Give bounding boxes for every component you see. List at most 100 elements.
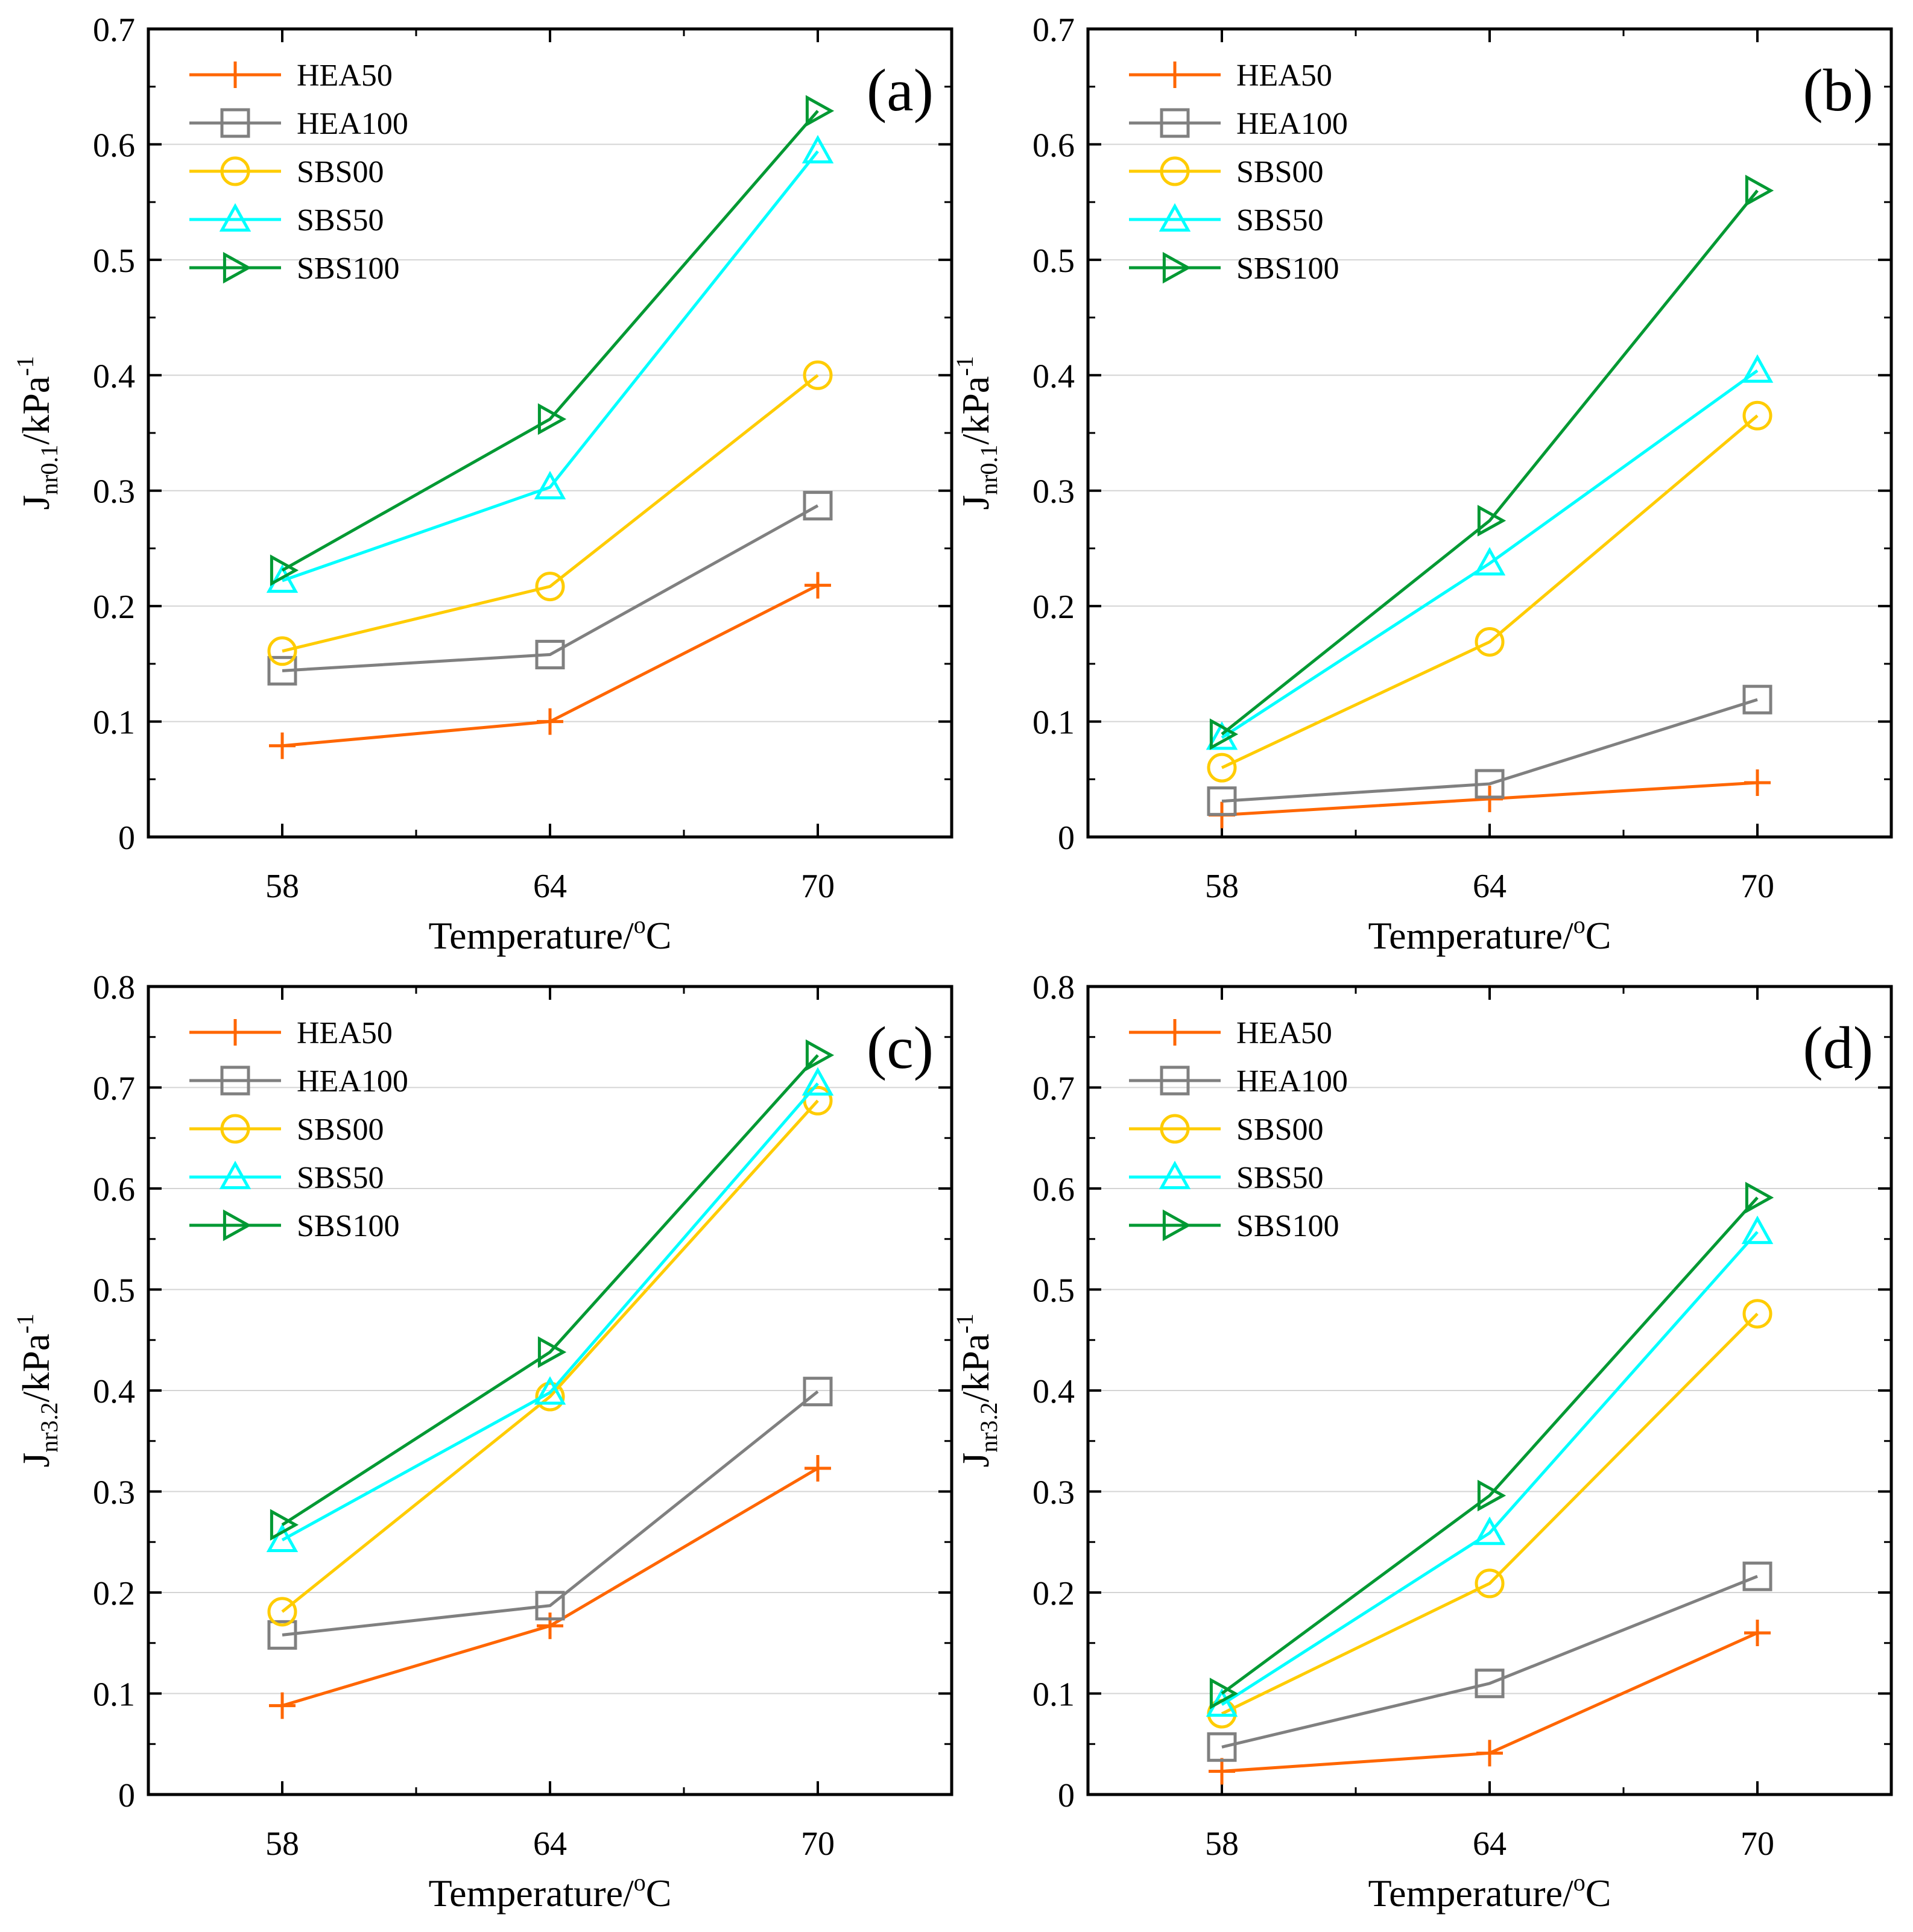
x-tick-label: 58 xyxy=(1205,1825,1239,1863)
y-axis-title: Jnr0.1/kPa-1 xyxy=(951,356,1002,510)
series-line-sbs50 xyxy=(1221,369,1759,739)
y-tick-label: 0.6 xyxy=(93,1171,135,1208)
legend-label-sbs50: SBS50 xyxy=(297,203,384,238)
legend-label-sbs50: SBS50 xyxy=(1236,203,1324,238)
y-tick-label: 0.1 xyxy=(1032,1676,1075,1714)
x-tick-label: 70 xyxy=(1741,1825,1774,1863)
data-point-hea50 xyxy=(1209,1758,1235,1785)
data-point-hea50 xyxy=(537,708,563,735)
plot-frame xyxy=(1086,27,1893,839)
data-point-sbs50 xyxy=(802,134,834,164)
data-point-hea100 xyxy=(1207,786,1237,816)
x-tick-label: 64 xyxy=(1473,1825,1507,1863)
data-point-hea100 xyxy=(803,491,833,521)
data-point-sbs100 xyxy=(1477,505,1507,537)
legend-label-sbs100: SBS100 xyxy=(297,251,400,286)
legend-label-hea100: HEA100 xyxy=(297,1064,408,1099)
x-tick-label: 58 xyxy=(265,868,299,905)
x-tick-label: 58 xyxy=(265,1825,299,1863)
y-tick-label: 0.2 xyxy=(1032,589,1075,626)
data-point-sbs100 xyxy=(1745,174,1774,207)
data-point-hea100 xyxy=(803,1377,833,1407)
data-point-sbs00 xyxy=(535,1381,565,1412)
data-point-hea50 xyxy=(1476,785,1503,812)
series-line-sbs00 xyxy=(1221,1312,1759,1716)
legend-marker-sbs00 xyxy=(1160,156,1190,186)
legend-marker-hea100 xyxy=(1160,1065,1190,1096)
y-tick-label: 0.3 xyxy=(93,473,135,511)
y-tick-label: 0.7 xyxy=(93,1070,135,1108)
x-axis-title: Temperature/oC xyxy=(1368,1869,1611,1915)
y-tick-label: 0.4 xyxy=(1032,1373,1075,1410)
legend-label-hea50: HEA50 xyxy=(1236,58,1332,93)
chart-panel-d: 0 0.1 0.2 0.3 0.4 0.5 0.6 0.7 0.8 58 64 70 Temperatu… xyxy=(951,969,1893,1915)
x-tick-label: 64 xyxy=(533,868,567,905)
series-line-sbs100 xyxy=(281,110,819,572)
legend-marker-sbs00 xyxy=(220,156,250,186)
legend-marker-sbs100 xyxy=(223,1209,252,1242)
data-point-sbs00 xyxy=(1475,627,1505,657)
y-axis-title: Jnr3.2/kPa-1 xyxy=(11,1313,63,1467)
y-tick-label: 0.7 xyxy=(1032,1070,1075,1108)
data-point-hea100 xyxy=(1742,1561,1772,1591)
data-point-sbs100 xyxy=(1209,718,1239,750)
x-tick-label: 58 xyxy=(1205,868,1239,905)
legend-marker-sbs100 xyxy=(223,251,252,284)
y-tick-label: 0.1 xyxy=(93,704,135,742)
data-point-hea50 xyxy=(805,572,831,599)
data-point-sbs00 xyxy=(803,360,833,390)
legend-marker-sbs100 xyxy=(1162,1209,1192,1242)
y-tick-label: 0.4 xyxy=(93,358,135,395)
y-axis-title: Jnr3.2/kPa-1 xyxy=(951,1313,1002,1467)
data-point-sbs100 xyxy=(270,1509,299,1541)
legend-label-sbs00: SBS00 xyxy=(297,155,384,189)
data-point-sbs50 xyxy=(266,564,299,593)
series-line-sbs00 xyxy=(1221,414,1759,769)
legend: HEA50 HEA100 SBS00 SBS50 SBS100 xyxy=(189,1016,408,1243)
data-point-sbs100 xyxy=(537,403,567,435)
legend-label-sbs00: SBS00 xyxy=(297,1113,384,1147)
legend: HEA50 HEA100 SBS00 SBS50 SBS100 xyxy=(189,58,408,286)
legend-marker-sbs00 xyxy=(220,1114,250,1144)
data-point-hea50 xyxy=(269,732,296,759)
data-point-hea100 xyxy=(267,1620,297,1650)
chart-panel-b: 0 0.1 0.2 0.3 0.4 0.5 0.6 0.7 58 64 70 Temperature/… xyxy=(951,11,1893,957)
y-tick-label: 0.5 xyxy=(93,242,135,280)
data-point-sbs100 xyxy=(537,1336,567,1368)
series-line-hea100 xyxy=(1221,698,1758,803)
legend-marker-sbs50 xyxy=(1159,1160,1191,1190)
series-line-hea100 xyxy=(282,1390,819,1637)
data-point-hea50 xyxy=(1744,769,1771,797)
y-tick-label: 0.6 xyxy=(1032,1171,1075,1208)
data-point-sbs100 xyxy=(805,1039,835,1072)
legend-marker-hea50 xyxy=(222,1019,248,1046)
chart-panel-c: 0 0.1 0.2 0.3 0.4 0.5 0.6 0.7 0.8 58 64 70 Temperatu… xyxy=(11,969,953,1915)
legend-marker-sbs50 xyxy=(219,1160,251,1190)
y-tick-label: 0.3 xyxy=(1032,473,1075,511)
x-axis-title: Temperature/oC xyxy=(429,911,672,957)
legend-label-hea50: HEA50 xyxy=(297,1016,393,1050)
y-tick-label: 0.2 xyxy=(1032,1575,1075,1612)
series-line-sbs100 xyxy=(1221,189,1759,736)
series-line-hea100 xyxy=(1221,1574,1758,1749)
data-point-sbs100 xyxy=(1209,1678,1239,1709)
legend-label-hea50: HEA50 xyxy=(1236,1016,1332,1050)
y-tick-label: 0.1 xyxy=(93,1676,135,1714)
panel-label: (a) xyxy=(867,57,934,124)
legend-marker-sbs00 xyxy=(1160,1114,1190,1144)
x-tick-label: 64 xyxy=(1473,868,1507,905)
y-tick-label: 0.7 xyxy=(93,11,135,49)
y-tick-label: 0 xyxy=(1058,819,1075,857)
data-point-hea100 xyxy=(267,655,297,686)
y-tick-label: 0 xyxy=(118,819,135,857)
data-point-sbs00 xyxy=(1742,1299,1772,1329)
y-tick-label: 0.2 xyxy=(93,1575,135,1612)
data-point-sbs100 xyxy=(805,95,835,127)
legend-label-hea100: HEA100 xyxy=(297,107,408,141)
y-tick-label: 0 xyxy=(1058,1777,1075,1814)
legend: HEA50 HEA100 SBS00 SBS50 SBS100 xyxy=(1129,58,1348,286)
data-point-hea100 xyxy=(535,640,565,670)
legend-label-sbs100: SBS100 xyxy=(1236,251,1339,286)
y-tick-label: 0.5 xyxy=(1032,242,1075,280)
x-axis-title: Temperature/oC xyxy=(1368,911,1611,957)
